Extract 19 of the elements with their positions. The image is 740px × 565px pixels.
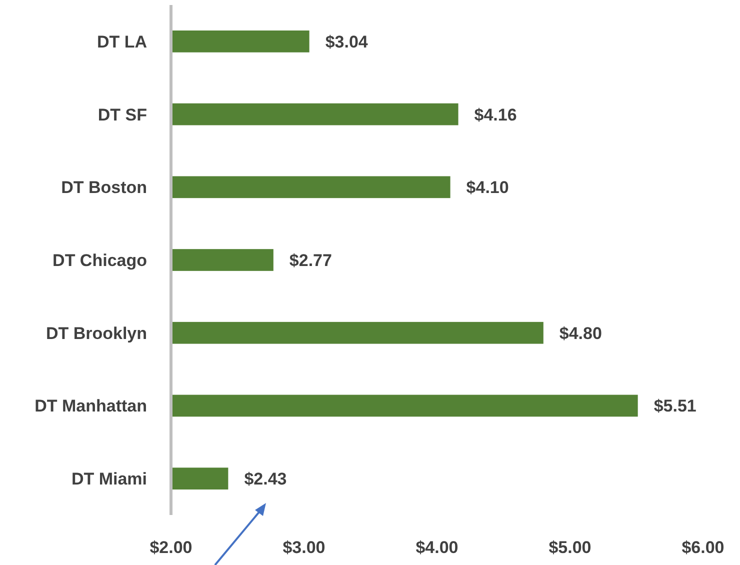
x-tick-label: $2.00 [150, 538, 192, 557]
data-label: $4.16 [474, 105, 517, 124]
x-tick-label: $3.00 [282, 538, 326, 557]
data-label: $4.80 [559, 324, 602, 343]
y-tick-label: DT Boston [61, 178, 147, 198]
y-tick-label: DT LA [96, 32, 147, 52]
data-label: $2.43 [244, 470, 287, 489]
x-tick-label: $6.00 [682, 538, 724, 557]
y-tick-label: DT Miami [71, 470, 147, 489]
y-tick-label: DT SF [98, 105, 147, 124]
y-tick-label: DT Manhattan [34, 396, 147, 416]
data-label: $5.51 [654, 396, 696, 416]
data-label: $3.04 [325, 32, 368, 52]
x-tick-label: $4.00 [416, 538, 458, 557]
data-label: $2.77 [289, 251, 332, 270]
y-tick-label: DT Chicago [52, 251, 147, 270]
y-tick-label: DT Brooklyn [46, 324, 147, 343]
x-tick-label: $5.00 [548, 538, 592, 557]
data-label: $4.10 [466, 178, 509, 198]
